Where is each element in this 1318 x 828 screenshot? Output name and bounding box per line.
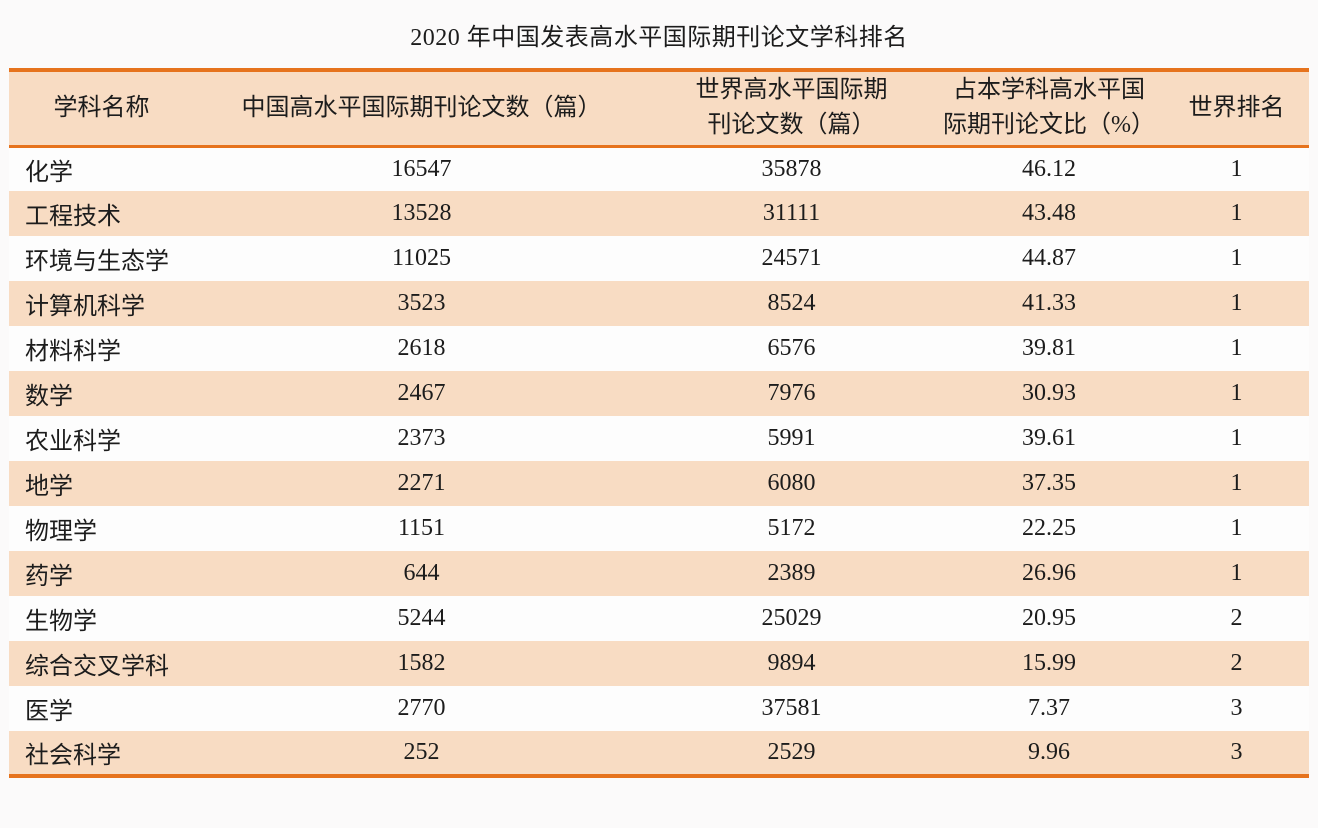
table-row: 工程技术 13528 31111 43.48 1 (9, 191, 1309, 236)
subject-name-cell: 物理学 (25, 519, 97, 545)
world-papers-cell: 35878 (761, 155, 822, 182)
share-percent-cell: 20.95 (1022, 605, 1076, 631)
subject-name-cell: 生物学 (25, 609, 97, 635)
china-papers-cell: 13528 (391, 200, 452, 226)
world-papers-cell: 37581 (761, 695, 822, 721)
china-papers-cell: 16547 (391, 155, 452, 182)
world-papers-cell: 24571 (761, 245, 822, 271)
china-papers-cell: 2467 (397, 380, 446, 406)
table-row: 综合交叉学科 1582 9894 15.99 2 (9, 641, 1309, 686)
world-rank-cell: 1 (1230, 200, 1243, 226)
header-world-papers: 世界高水平国际期 刊论文数（篇） (649, 70, 934, 148)
world-papers-cell: 6576 (767, 335, 816, 361)
share-percent-cell: 39.61 (1022, 425, 1076, 451)
share-percent-cell: 22.25 (1022, 515, 1076, 541)
world-papers-cell: 8524 (767, 290, 816, 316)
header-world-rank: 世界排名 (1164, 70, 1309, 148)
header-subject: 学科名称 (9, 70, 194, 148)
world-rank-cell: 1 (1230, 155, 1243, 182)
table-row: 生物学 5244 25029 20.95 2 (9, 596, 1309, 641)
ranking-table: 学科名称 中国高水平国际期刊论文数（篇） 世界高水平国际期 刊论文数（篇） 占本… (9, 68, 1309, 778)
share-percent-cell: 7.37 (1028, 695, 1070, 721)
subject-name-cell: 综合交叉学科 (25, 654, 169, 680)
share-percent-cell: 9.96 (1028, 739, 1070, 765)
world-papers-cell: 25029 (761, 605, 822, 631)
share-percent-cell: 26.96 (1022, 560, 1076, 586)
table-row: 社会科学 252 2529 9.96 3 (9, 731, 1309, 776)
table-row: 数学 2467 7976 30.93 1 (9, 371, 1309, 416)
world-rank-cell: 2 (1230, 650, 1243, 676)
table-row: 药学 644 2389 26.96 1 (9, 551, 1309, 596)
china-papers-cell: 252 (403, 739, 440, 765)
table-row: 计算机科学 3523 8524 41.33 1 (9, 281, 1309, 326)
header-china-papers: 中国高水平国际期刊论文数（篇） (194, 70, 649, 148)
subject-name-cell: 医学 (25, 699, 73, 725)
share-percent-cell: 39.81 (1022, 335, 1076, 361)
china-papers-cell: 3523 (397, 290, 446, 316)
world-papers-cell: 9894 (767, 650, 816, 676)
subject-name-cell: 数学 (25, 384, 73, 410)
subject-name-cell: 环境与生态学 (25, 249, 169, 275)
china-papers-cell: 2618 (397, 335, 446, 361)
world-papers-cell: 31111 (762, 200, 821, 226)
world-rank-cell: 2 (1230, 605, 1243, 631)
table-row: 化学 16547 35878 46.12 1 (9, 146, 1309, 191)
china-papers-cell: 11025 (391, 245, 452, 271)
china-papers-cell: 2271 (397, 470, 446, 496)
share-percent-cell: 15.99 (1022, 650, 1076, 676)
world-rank-cell: 3 (1230, 739, 1243, 765)
world-papers-cell: 5991 (767, 425, 816, 451)
world-papers-cell: 5172 (767, 515, 816, 541)
subject-name-cell: 计算机科学 (25, 294, 145, 320)
table-body: 化学 16547 35878 46.12 1 工程技术 13528 31111 43.48 1 环境… (9, 146, 1309, 776)
world-papers-cell: 6080 (767, 470, 816, 496)
share-percent-cell: 41.33 (1022, 290, 1076, 316)
china-papers-cell: 644 (403, 560, 440, 586)
world-rank-cell: 1 (1230, 335, 1243, 361)
share-percent-cell: 44.87 (1022, 245, 1076, 271)
world-rank-cell: 1 (1230, 560, 1243, 586)
share-percent-cell: 46.12 (1022, 155, 1076, 182)
table-title: 2020 年中国发表高水平国际期刊论文学科排名 (410, 24, 908, 51)
subject-name-cell: 工程技术 (25, 204, 121, 230)
table-row: 地学 2271 6080 37.35 1 (9, 461, 1309, 506)
subject-name-cell: 社会科学 (25, 743, 121, 769)
china-papers-cell: 2770 (397, 695, 446, 721)
subject-name-cell: 材料科学 (25, 339, 121, 365)
table-row: 环境与生态学 11025 24571 44.87 1 (9, 236, 1309, 281)
share-percent-cell: 43.48 (1022, 200, 1076, 226)
china-papers-cell: 1582 (397, 650, 446, 676)
world-papers-cell: 2389 (767, 560, 816, 586)
subject-name-cell: 化学 (25, 159, 73, 186)
china-papers-cell: 1151 (397, 515, 446, 541)
table-row: 医学 2770 37581 7.37 3 (9, 686, 1309, 731)
table-header: 学科名称 中国高水平国际期刊论文数（篇） 世界高水平国际期 刊论文数（篇） 占本… (9, 70, 1309, 148)
table-row: 农业科学 2373 5991 39.61 1 (9, 416, 1309, 461)
subject-name-cell: 农业科学 (25, 429, 121, 455)
world-rank-cell: 1 (1230, 515, 1243, 541)
share-percent-cell: 30.93 (1022, 380, 1076, 406)
world-rank-cell: 1 (1230, 425, 1243, 451)
china-papers-cell: 5244 (397, 605, 446, 631)
header-row: 学科名称 中国高水平国际期刊论文数（篇） 世界高水平国际期 刊论文数（篇） 占本… (9, 70, 1309, 148)
table-row: 材料科学 2618 6576 39.81 1 (9, 326, 1309, 371)
world-rank-cell: 3 (1230, 695, 1243, 721)
subject-name-cell: 药学 (25, 564, 73, 590)
share-percent-cell: 37.35 (1022, 470, 1076, 496)
world-papers-cell: 7976 (767, 380, 816, 406)
world-rank-cell: 1 (1230, 380, 1243, 406)
china-papers-cell: 2373 (397, 425, 446, 451)
subject-name-cell: 地学 (25, 474, 73, 500)
world-rank-cell: 1 (1230, 470, 1243, 496)
header-share-percent: 占本学科高水平国 际期刊论文比（%） (934, 70, 1164, 148)
table-row: 物理学 1151 5172 22.25 1 (9, 506, 1309, 551)
world-rank-cell: 1 (1230, 290, 1243, 316)
world-rank-cell: 1 (1230, 245, 1243, 271)
world-papers-cell: 2529 (767, 739, 816, 765)
